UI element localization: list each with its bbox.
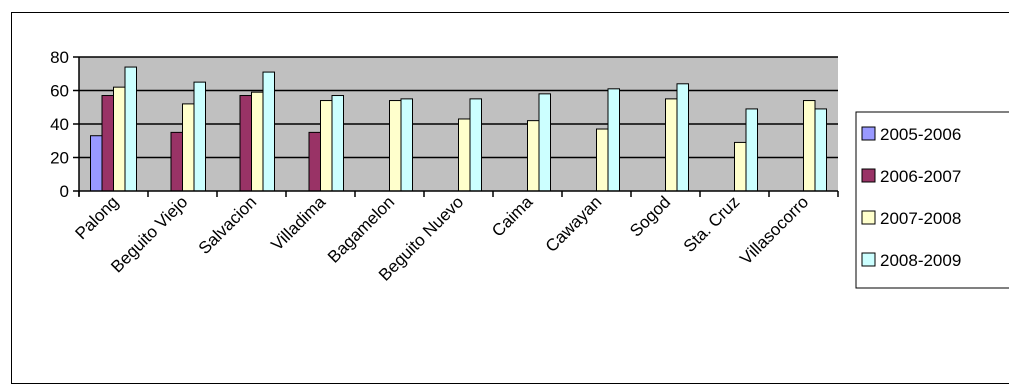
y-tick-label: 80 (50, 48, 69, 67)
y-tick-label: 40 (50, 115, 69, 134)
bar-2007-2008-villasocorro (803, 100, 816, 192)
bar-2007-2008-salvacion (251, 91, 264, 192)
bar-2007-2008-sta-cruz (734, 141, 747, 192)
bar-2008-2009-palong (124, 66, 137, 192)
bar-2007-2008-villadima (320, 100, 333, 192)
bar-2007-2008-bagamelon (389, 100, 402, 192)
axes (78, 57, 838, 196)
bar-2008-2009-beguito-viejo (193, 81, 206, 192)
bar-2007-2008-palong (113, 86, 126, 192)
bar-2008-2009-villadima (331, 95, 344, 192)
y-axis-ticks: 0 20 40 60 80 (50, 48, 79, 201)
x-tick-label: Cawayan (542, 192, 606, 256)
bar-2007-2008-beguito-viejo (182, 103, 195, 192)
x-tick-label: Bagamelon (324, 192, 398, 266)
legend-label: 2007-2008 (880, 209, 961, 228)
bar-2008-2009-caima (538, 93, 551, 192)
bar-2007-2008-sogod (665, 98, 678, 192)
x-tick-label: Sta. Cruz (680, 192, 744, 256)
legend: 2005-2006 2006-2007 2007-2008 2008-2009 (855, 111, 1009, 289)
legend-swatch (861, 126, 876, 141)
y-tick-label: 20 (50, 149, 69, 168)
bar-2008-2009-sogod (676, 83, 689, 192)
bar-2008-2009-beguito-nuevo (469, 98, 482, 192)
x-tick-label: Sogod (626, 192, 674, 240)
bar-2007-2008-caima (527, 120, 540, 192)
bar-2008-2009-sta-cruz (745, 108, 758, 192)
bar-2006-2007-beguito-viejo (170, 131, 183, 192)
bars (90, 66, 827, 192)
legend-swatch (861, 210, 876, 225)
bar-2006-2007-villadima (308, 131, 321, 192)
x-tick-label: Villasocorro (736, 192, 812, 268)
bar-2006-2007-salvacion (239, 95, 252, 192)
x-tick-label: Salvacion (195, 192, 261, 258)
x-tick-label: Caima (488, 192, 537, 241)
legend-swatch (861, 168, 876, 183)
y-tick-label: 0 (60, 182, 69, 201)
x-tick-label: Villadima (267, 192, 329, 254)
bar-2007-2008-beguito-nuevo (458, 118, 471, 192)
legend-box (855, 111, 1009, 289)
legend-swatch (861, 252, 876, 267)
legend-label: 2008-2009 (880, 251, 961, 270)
bar-2008-2009-bagamelon (400, 98, 413, 192)
bar-2008-2009-cawayan (607, 88, 620, 192)
y-tick-label: 60 (50, 82, 69, 101)
legend-label: 2006-2007 (880, 167, 961, 186)
legend-label: 2005-2006 (880, 125, 961, 144)
x-tick-label: Palong (71, 192, 122, 243)
bar-2006-2007-palong (101, 95, 114, 192)
bar-2005-2006-palong (90, 135, 103, 192)
bar-2007-2008-cawayan (596, 128, 609, 192)
bar-2008-2009-villasocorro (814, 108, 827, 192)
bar-2008-2009-salvacion (262, 71, 275, 192)
